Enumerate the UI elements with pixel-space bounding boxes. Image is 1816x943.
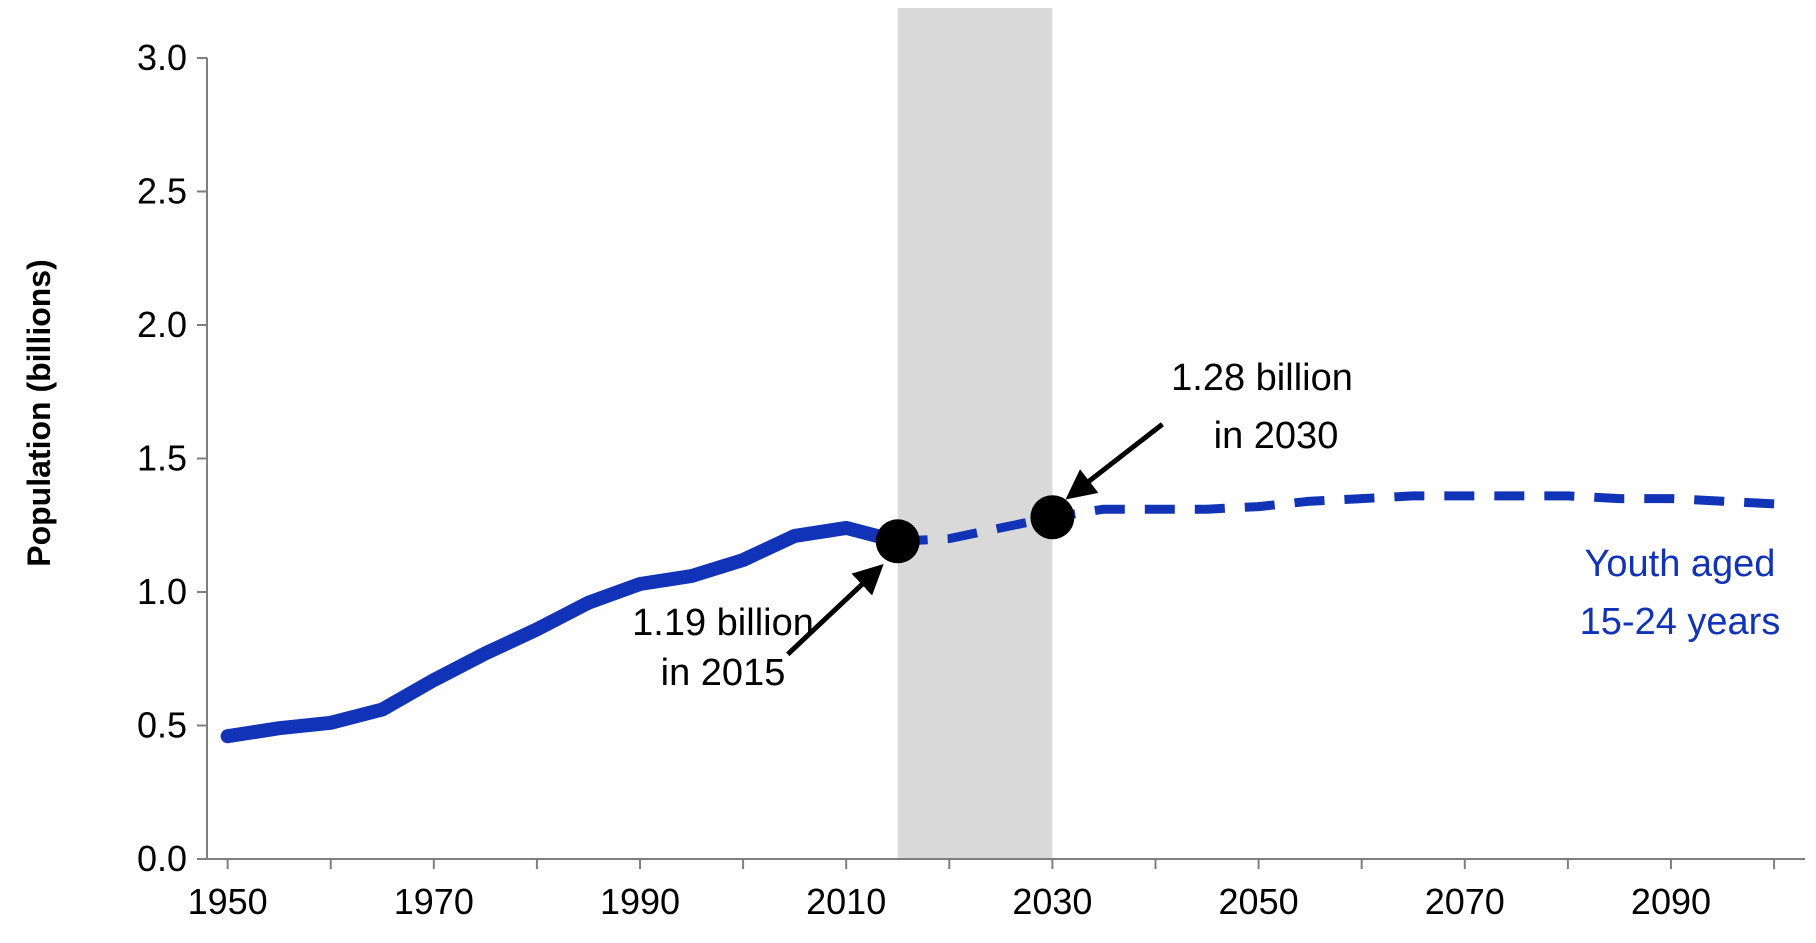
highlight-band	[897, 8, 1053, 859]
x-tick-label: 1990	[600, 881, 680, 922]
y-tick-label: 1.0	[137, 571, 187, 612]
annotation-text: in 2030	[1214, 415, 1339, 457]
x-tick-label: 2010	[806, 881, 886, 922]
x-tick-label: 2050	[1219, 881, 1299, 922]
series-lines	[220, 491, 1775, 744]
series-label-line: Youth aged	[1585, 543, 1776, 585]
y-tick-label: 3.0	[137, 37, 187, 78]
annotation-arrow	[1065, 422, 1164, 500]
y-tick-label: 0.5	[137, 705, 187, 746]
annotation-text: 1.28 billion	[1171, 357, 1353, 399]
annotations: 1.19 billion in 2015 1.28 billion in 2030	[632, 357, 1353, 694]
series-label: Youth aged 15-24 years	[1580, 543, 1781, 643]
x-tick-label: 1970	[394, 881, 474, 922]
y-axis-label: Population (billions)	[21, 259, 57, 567]
markers	[875, 495, 1075, 564]
y-tick-label: 0.0	[137, 838, 187, 879]
y-tick-label: 2.5	[137, 171, 187, 212]
x-tick-label: 2030	[1012, 881, 1092, 922]
y-axis: 0.0 0.5 1.0 1.5 2.0 2.5 3.0	[137, 37, 208, 879]
annotation-text: 1.19 billion	[632, 602, 814, 644]
y-tick-label: 1.5	[137, 438, 187, 479]
x-tick-label: 2090	[1631, 881, 1711, 922]
series-label-line: 15-24 years	[1580, 601, 1781, 643]
x-tick-label: 2070	[1425, 881, 1505, 922]
annotation-text: in 2015	[661, 652, 786, 694]
x-axis: 1950 1970 1990 2010 2030 2050 2070 2090	[188, 858, 1805, 922]
data-marker	[1030, 495, 1075, 540]
data-marker	[875, 519, 920, 564]
series-line-historical	[220, 520, 905, 744]
x-tick-label: 1950	[188, 881, 268, 922]
y-tick-label: 2.0	[137, 304, 187, 345]
annotation-arrow	[786, 563, 884, 657]
